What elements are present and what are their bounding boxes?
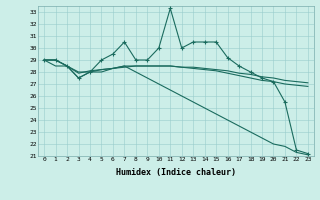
X-axis label: Humidex (Indice chaleur): Humidex (Indice chaleur) bbox=[116, 168, 236, 177]
